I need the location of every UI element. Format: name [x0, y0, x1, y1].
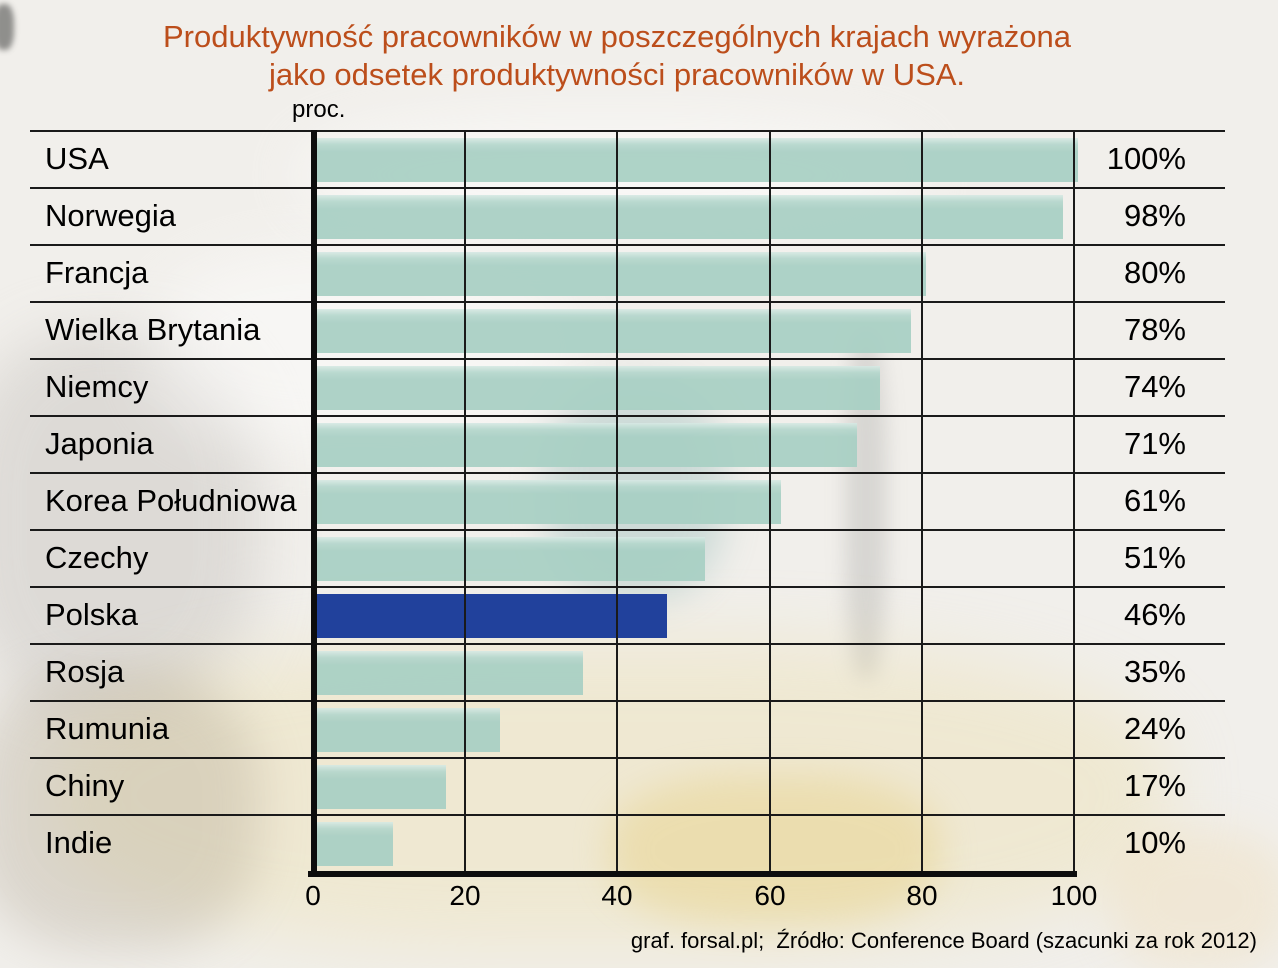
row-separator [30, 244, 1225, 246]
row-separator [30, 700, 1225, 702]
chart-title-line-2: jako odsetek produktywności pracowników … [268, 57, 966, 92]
country-label: USA [45, 141, 109, 176]
x-tick-0: 0 [305, 880, 321, 911]
country-value: 71% [1123, 426, 1186, 461]
country-bar [317, 480, 781, 524]
country-bar [317, 252, 926, 296]
x-tick-100: 100 [1050, 880, 1098, 911]
country-label: Rosja [45, 654, 125, 689]
row-separator [30, 415, 1225, 417]
country-label: Chiny [45, 768, 125, 803]
chart-row: Korea Południowa 61% [0, 472, 1278, 529]
country-bar [317, 138, 1078, 182]
chart-row: USA 100% [0, 130, 1278, 187]
y-axis-line [311, 130, 317, 877]
country-value: 98% [1123, 198, 1186, 233]
country-label: Japonia [45, 426, 154, 461]
chart-row: Francja 80% [0, 244, 1278, 301]
chart-row: Norwegia 98% [0, 187, 1278, 244]
chart-row: Niemcy 74% [0, 358, 1278, 415]
country-value: 24% [1123, 711, 1186, 746]
country-label: Niemcy [45, 369, 149, 404]
gridline-80 [921, 130, 923, 871]
chart-row: Wielka Brytania 78% [0, 301, 1278, 358]
gridline-40 [616, 130, 618, 871]
country-value: 10% [1123, 825, 1186, 860]
chart-row: Chiny 17% [0, 757, 1278, 814]
country-label: Indie [45, 825, 113, 860]
row-separator [30, 301, 1225, 303]
country-value: 61% [1123, 483, 1186, 518]
country-bar [317, 651, 583, 695]
unit-label: proc. [292, 96, 346, 123]
country-value: 100% [1106, 141, 1186, 176]
country-value: 78% [1123, 312, 1186, 347]
country-value: 17% [1123, 768, 1186, 803]
country-bar [317, 765, 446, 809]
row-separator [30, 187, 1225, 189]
country-bar [317, 537, 705, 581]
x-tick-80: 80 [906, 880, 938, 911]
country-bar [317, 822, 393, 866]
country-label: Francja [45, 255, 149, 290]
country-bar [317, 594, 667, 638]
country-label: Polska [45, 597, 139, 632]
chart-row: Indie 10% [0, 814, 1278, 871]
country-label: Norwegia [45, 198, 176, 233]
row-separator [30, 586, 1225, 588]
country-bar [317, 423, 857, 467]
row-separator [30, 358, 1225, 360]
gridline-20 [464, 130, 466, 871]
chart-row: Czechy 51% [0, 529, 1278, 586]
country-label: Wielka Brytania [45, 312, 261, 347]
country-bar [317, 195, 1063, 239]
country-label: Rumunia [45, 711, 170, 746]
chart-row: Rosja 35% [0, 643, 1278, 700]
country-bar [317, 309, 911, 353]
x-axis-line [308, 871, 1077, 877]
row-separator [30, 130, 1225, 132]
country-bar [317, 366, 880, 410]
country-bar [317, 708, 500, 752]
chart-row: Polska 46% [0, 586, 1278, 643]
footer-credit: graf. forsal.pl; Źródło: Conference Boar… [630, 928, 1257, 953]
x-tick-20: 20 [449, 880, 481, 911]
row-separator [30, 529, 1225, 531]
country-value: 46% [1123, 597, 1186, 632]
gridline-60 [769, 130, 771, 871]
x-tick-60: 60 [754, 880, 786, 911]
chart-row: Japonia 71% [0, 415, 1278, 472]
country-value: 74% [1123, 369, 1186, 404]
country-value: 51% [1123, 540, 1186, 575]
country-label: Czechy [45, 540, 149, 575]
x-tick-40: 40 [601, 880, 633, 911]
gridline-100 [1073, 130, 1075, 871]
row-separator [30, 757, 1225, 759]
country-label: Korea Południowa [45, 483, 297, 518]
country-value: 35% [1123, 654, 1186, 689]
chart-title-line-1: Produktywność pracowników w poszczególny… [162, 19, 1072, 54]
row-separator [30, 814, 1225, 816]
row-separator [30, 472, 1225, 474]
row-separator [30, 643, 1225, 645]
country-value: 80% [1123, 255, 1186, 290]
chart-row: Rumunia 24% [0, 700, 1278, 757]
chart-title: Produktywność pracowników w poszczególny… [0, 18, 1234, 94]
